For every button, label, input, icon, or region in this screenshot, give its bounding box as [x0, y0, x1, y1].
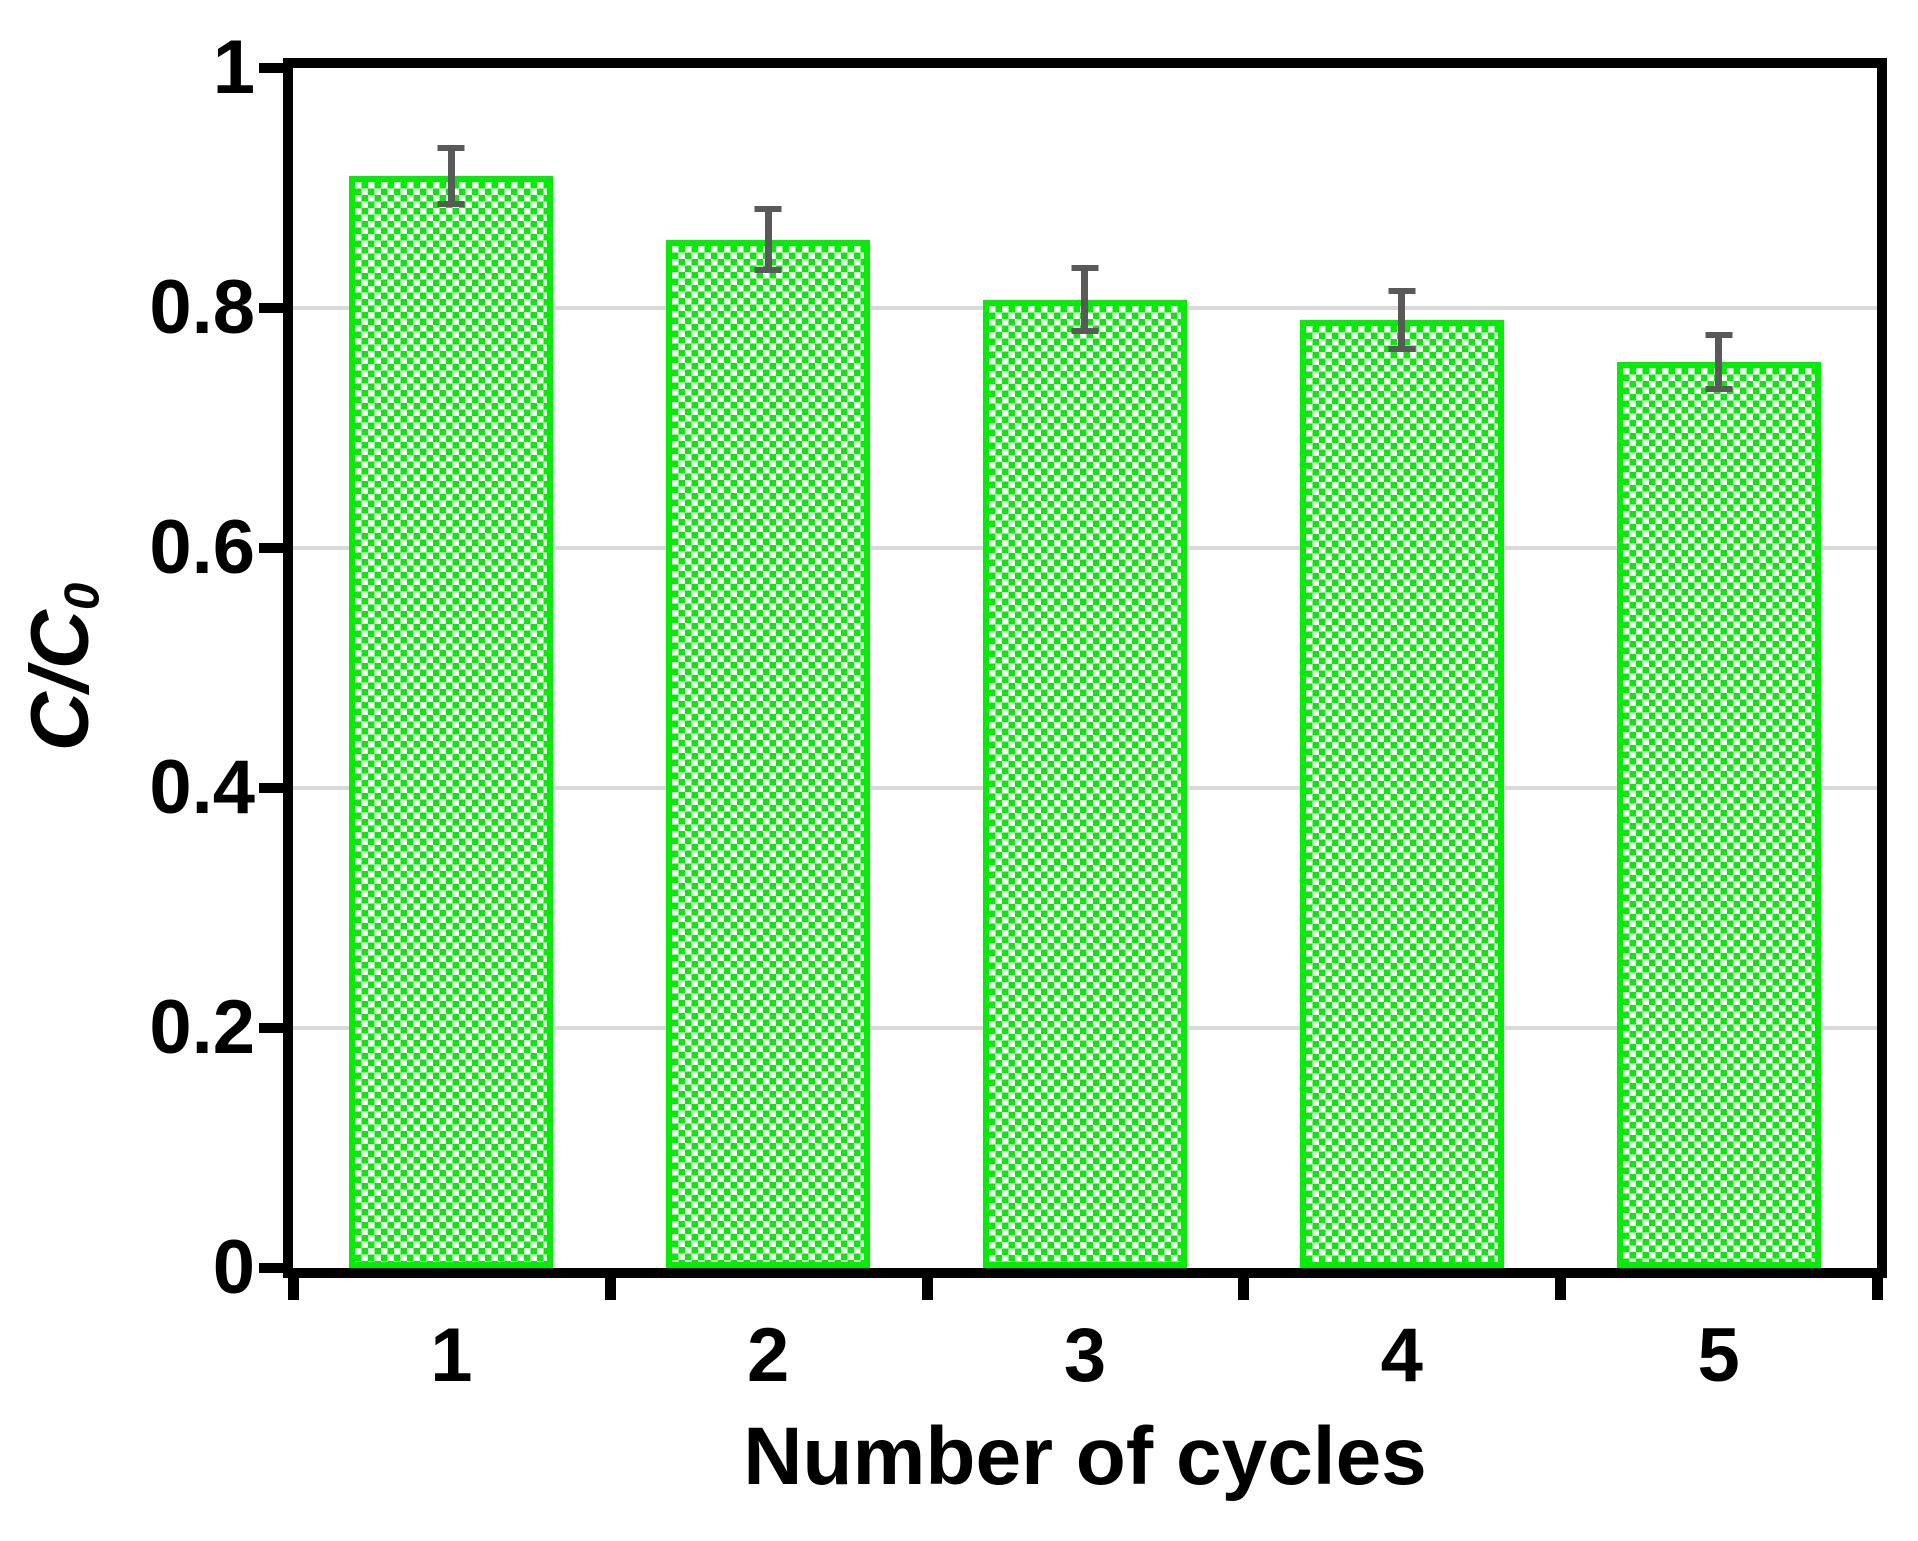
y-tick-label: 0: [212, 1225, 255, 1310]
y-tick-label: 0.6: [149, 505, 255, 590]
y-tick-mark: [259, 1263, 283, 1273]
bar: [666, 239, 871, 1268]
bar-cell: [1243, 68, 1560, 1268]
error-bar: [754, 206, 782, 274]
y-tick-label: 0.8: [149, 265, 255, 350]
y-axis-title-main: C/C: [14, 610, 106, 752]
x-tick-labels: 1 2 3 4 5: [293, 1316, 1877, 1396]
x-tick-label: 3: [1063, 1313, 1107, 1398]
error-bar-bottom-cap: [1388, 346, 1416, 353]
error-bar-stem: [1715, 332, 1723, 392]
y-tick-mark: [259, 63, 283, 73]
x-tick-mark: [921, 1278, 933, 1300]
error-bar-stem: [1081, 264, 1089, 335]
y-tick-label: 0.4: [149, 745, 255, 830]
x-tick-mark: [1872, 1278, 1883, 1300]
y-tick-mark: [259, 543, 283, 553]
error-bar: [1705, 332, 1733, 392]
error-bar-stem: [447, 144, 455, 208]
error-bar: [1388, 287, 1416, 353]
bar-cell: [927, 68, 1244, 1268]
y-tick-label: 0.2: [149, 985, 255, 1070]
y-tick-mark: [259, 783, 283, 793]
error-bar-top-cap: [754, 206, 782, 213]
bar-cell: [1560, 68, 1877, 1268]
error-bar-top-cap: [1705, 332, 1733, 338]
error-bar-top-cap: [1388, 287, 1416, 294]
error-bar-bottom-cap: [437, 201, 465, 208]
bar-cell: [293, 68, 610, 1268]
y-tick-mark: [259, 1023, 283, 1033]
bar: [1616, 362, 1821, 1268]
error-bar-top-cap: [1071, 264, 1099, 271]
bar: [1299, 320, 1504, 1268]
x-tick-mark: [1555, 1278, 1567, 1300]
error-bar: [1071, 264, 1099, 335]
bar: [349, 176, 554, 1268]
y-tick-label: 1: [212, 25, 255, 110]
x-tick-label: 4: [1380, 1313, 1423, 1398]
x-axis-title: Number of cycles: [743, 1411, 1427, 1502]
x-tick-label: 5: [1697, 1313, 1740, 1398]
x-tick-mark: [1238, 1278, 1250, 1300]
x-tick-label: 2: [747, 1313, 790, 1398]
error-bar-stem: [1398, 287, 1406, 353]
bar: [982, 299, 1187, 1268]
x-tick-mark: [604, 1278, 616, 1300]
y-axis-title: C/C0: [15, 582, 113, 752]
error-bar-stem: [764, 206, 772, 274]
y-tick-mark: [259, 303, 283, 313]
y-axis-title-subscript: 0: [54, 582, 110, 611]
bar-cells: [293, 68, 1877, 1268]
bar-cell: [610, 68, 927, 1268]
error-bar-bottom-cap: [1705, 386, 1733, 392]
x-tick-mark: [288, 1278, 299, 1300]
error-bar-bottom-cap: [1071, 328, 1099, 335]
plot-area: [259, 58, 1887, 1300]
x-tick-label: 1: [430, 1313, 473, 1398]
error-bar-top-cap: [437, 144, 465, 151]
error-bar-bottom-cap: [754, 267, 782, 274]
error-bar: [437, 144, 465, 208]
